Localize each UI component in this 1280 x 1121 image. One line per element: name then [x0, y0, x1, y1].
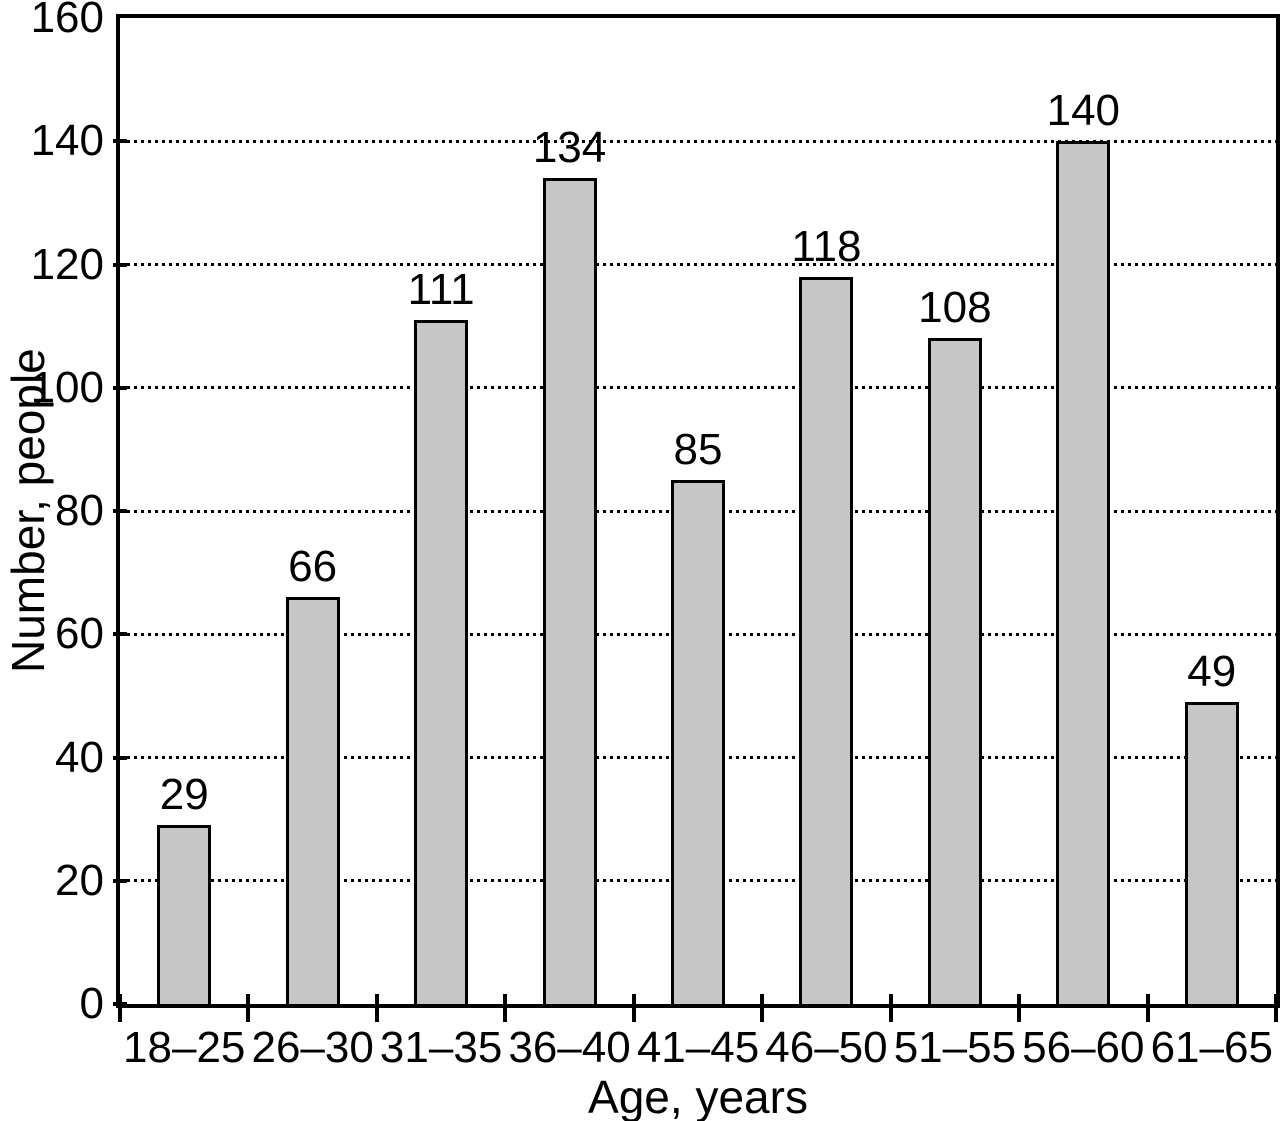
y-axis-tick [113, 139, 127, 144]
y-tick-label: 80 [55, 486, 104, 535]
y-tick-label: 40 [55, 732, 104, 782]
y-tick-label: 0 [79, 979, 104, 1028]
y-axis-tick [113, 262, 127, 267]
bar-value-label: 118 [791, 221, 862, 271]
bar-value-label: 66 [288, 542, 338, 592]
y-tick-label: 20 [55, 855, 104, 905]
gridline [120, 263, 1276, 266]
x-axis-tick [118, 994, 122, 1022]
x-axis-tick [760, 994, 765, 1022]
bar [414, 319, 469, 1004]
x-tick-label: 31–35 [379, 1023, 503, 1072]
y-tick-label: 160 [30, 0, 104, 42]
x-tick-label: 41–45 [636, 1023, 760, 1072]
y-axis-tick [113, 755, 127, 760]
bar [542, 178, 597, 1004]
bar-value-label: 29 [159, 770, 209, 820]
bar [157, 825, 212, 1004]
y-tick-label: 120 [30, 239, 104, 289]
x-tick-label: 36–40 [508, 1023, 631, 1072]
y-axis-tick [113, 632, 127, 637]
x-axis-tick [246, 994, 251, 1022]
y-tick-label: 100 [30, 362, 104, 412]
x-tick-label: 56–60 [1022, 1023, 1145, 1072]
bar [1056, 141, 1111, 1004]
x-tick-label: 18–25 [123, 1023, 246, 1072]
bar-value-label: 134 [532, 123, 607, 173]
bar-value-label: 108 [918, 283, 992, 333]
x-tick-label: 61–65 [1150, 1023, 1273, 1072]
x-axis-tick [631, 994, 636, 1022]
bar [285, 597, 340, 1004]
bar-value-label: 111 [407, 264, 475, 314]
bar [927, 338, 982, 1004]
y-axis-tick [113, 385, 127, 390]
bar-value-label: 49 [1187, 647, 1237, 697]
bar [1184, 702, 1239, 1004]
bar [799, 276, 854, 1004]
x-axis-tick [1017, 994, 1022, 1022]
x-axis-title: Age, years [588, 1071, 808, 1121]
x-axis-tick [1145, 994, 1150, 1022]
y-tick-label: 60 [55, 609, 104, 659]
y-axis-tick [113, 878, 127, 883]
y-tick-label: 140 [30, 116, 104, 166]
plot-area: 29 66 111 134 85 118 108 140 49 [113, 14, 1280, 1022]
bar-value-label: 85 [673, 425, 723, 475]
x-axis-tick [888, 994, 893, 1022]
gridline [120, 386, 1276, 390]
bar-value-label: 140 [1046, 86, 1121, 136]
x-tick-label: 51–55 [893, 1023, 1017, 1072]
x-tick-label: 46–50 [765, 1023, 888, 1072]
gridline [120, 139, 1276, 143]
x-axis-tick [374, 994, 379, 1022]
x-axis-tick [503, 994, 508, 1022]
y-axis-tick [113, 509, 127, 513]
x-axis-tick [1274, 994, 1278, 1022]
x-tick-label: 26–30 [251, 1023, 374, 1072]
bar [671, 480, 725, 1004]
